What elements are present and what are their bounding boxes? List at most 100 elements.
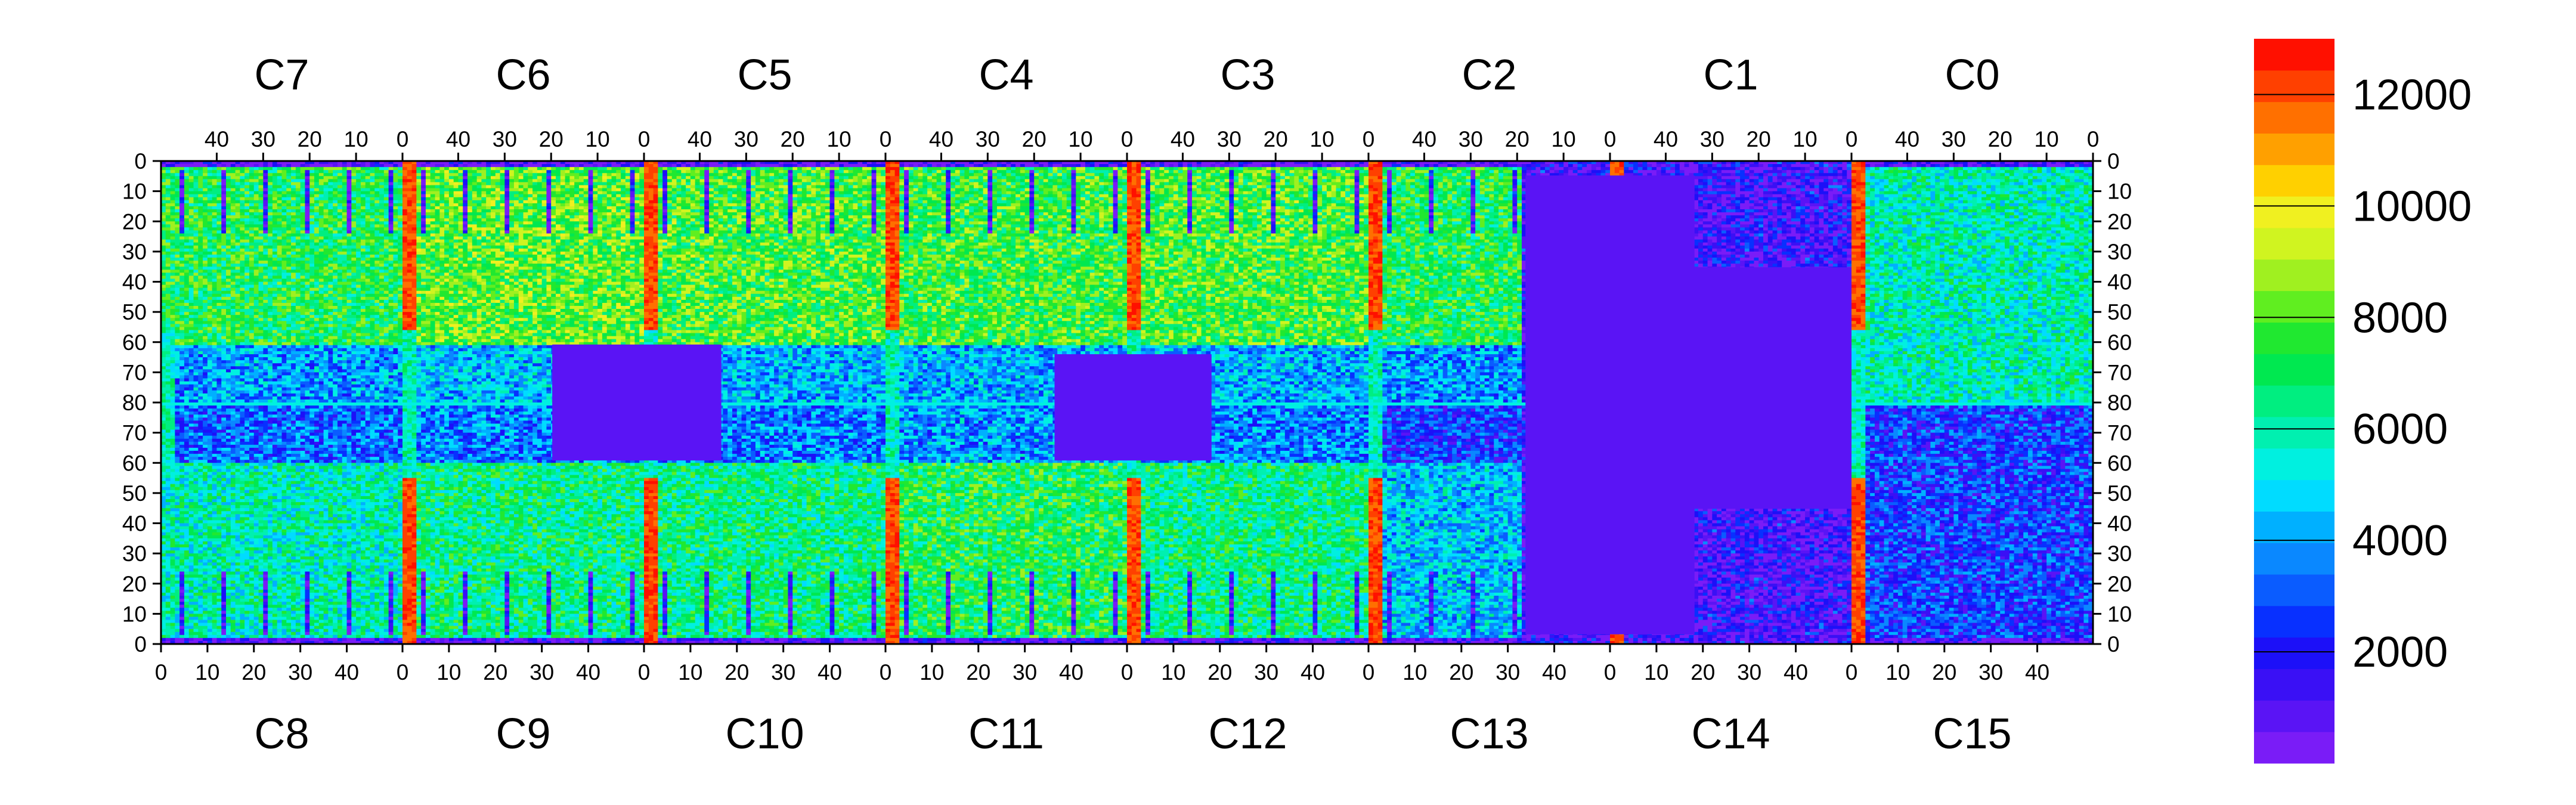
heatmap-cell xyxy=(179,632,184,636)
heatmap-cell xyxy=(198,420,203,424)
heatmap-cell xyxy=(184,176,189,179)
heatmap-cell xyxy=(208,379,212,382)
heatmap-cell xyxy=(194,312,199,315)
heatmap-cell xyxy=(212,227,217,231)
heatmap-cell xyxy=(221,173,226,177)
heatmap-cell xyxy=(179,237,184,240)
heatmap-cell xyxy=(171,285,175,289)
heatmap-cell xyxy=(184,278,189,282)
heatmap-cell xyxy=(184,354,189,358)
heatmap-cell xyxy=(198,197,203,201)
heatmap-cell xyxy=(212,209,217,213)
heatmap-cell xyxy=(175,556,179,560)
heatmap-cell xyxy=(166,530,171,533)
heatmap-cell xyxy=(194,524,199,527)
heatmap-cell xyxy=(203,200,208,204)
heatmap-cell xyxy=(203,215,208,219)
heatmap-cell xyxy=(166,333,171,337)
heatmap-cell xyxy=(221,556,226,560)
heatmap-cell xyxy=(171,442,175,445)
heatmap-cell xyxy=(212,547,217,551)
heatmap-cell xyxy=(175,420,179,424)
heatmap-cell xyxy=(175,629,179,633)
heatmap-cell xyxy=(203,575,208,578)
heatmap-cell xyxy=(203,258,208,261)
heatmap-cell xyxy=(203,267,208,270)
heatmap-cell xyxy=(175,484,179,488)
heatmap-cell xyxy=(198,252,203,255)
heatmap-cell xyxy=(221,270,226,273)
heatmap-cell xyxy=(212,550,217,554)
heatmap-cell xyxy=(221,294,226,298)
heatmap-cell xyxy=(175,584,179,587)
heatmap-cell xyxy=(179,300,184,304)
heatmap-cell xyxy=(221,321,226,324)
heatmap-cell xyxy=(184,454,189,457)
heatmap-cell xyxy=(175,363,179,367)
heatmap-cell xyxy=(216,182,221,185)
heatmap-cell xyxy=(208,581,212,584)
heatmap-cell xyxy=(221,369,226,373)
heatmap-cell xyxy=(208,405,212,409)
heatmap-cell xyxy=(171,544,175,548)
heatmap-cell xyxy=(166,596,171,599)
heatmap-cell xyxy=(216,550,221,554)
heatmap-cell xyxy=(198,215,203,219)
heatmap-cell xyxy=(208,584,212,587)
heatmap-cell xyxy=(208,559,212,563)
heatmap-cell xyxy=(198,572,203,575)
heatmap-cell xyxy=(198,457,203,460)
heatmap-cell xyxy=(171,466,175,469)
heatmap-cell xyxy=(221,357,226,361)
heatmap-cell xyxy=(198,363,203,367)
heatmap-cell xyxy=(184,451,189,454)
heatmap-cell xyxy=(171,584,175,587)
heatmap-cell xyxy=(166,237,171,240)
heatmap-cell xyxy=(179,508,184,512)
heatmap-cell xyxy=(179,635,184,639)
heatmap-cell xyxy=(189,527,194,530)
heatmap-cell xyxy=(184,572,189,575)
heatmap-cell xyxy=(194,530,199,533)
heatmap-cell xyxy=(175,303,179,306)
heatmap-cell xyxy=(198,258,203,261)
heatmap-cell xyxy=(189,360,194,364)
heatmap-cell xyxy=(171,339,175,343)
heatmap-cell xyxy=(166,388,171,391)
heatmap-cell xyxy=(221,278,226,282)
heatmap-cell xyxy=(216,517,221,521)
heatmap-cell xyxy=(212,312,217,315)
heatmap-cell xyxy=(194,342,199,346)
heatmap-cell xyxy=(194,267,199,270)
heatmap-cell xyxy=(203,527,208,530)
heatmap-cell xyxy=(179,309,184,312)
heatmap-cell xyxy=(198,249,203,252)
heatmap-cell xyxy=(179,249,184,252)
heatmap-cell xyxy=(179,430,184,434)
heatmap-cell xyxy=(166,402,171,406)
heatmap-cell xyxy=(212,617,217,620)
heatmap-cell xyxy=(171,321,175,324)
heatmap-cell xyxy=(175,590,179,593)
heatmap-cell xyxy=(166,243,171,246)
heatmap-cell xyxy=(221,327,226,330)
heatmap-cell xyxy=(171,490,175,494)
heatmap-cell xyxy=(179,499,184,503)
heatmap-cell xyxy=(212,255,217,258)
heatmap-cell xyxy=(175,439,179,442)
heatmap-cell xyxy=(166,626,171,630)
heatmap-cell xyxy=(216,572,221,575)
heatmap-cell xyxy=(216,255,221,258)
heatmap-cell xyxy=(166,466,171,469)
heatmap-cell xyxy=(175,388,179,391)
heatmap-cell xyxy=(212,402,217,406)
heatmap-cell xyxy=(203,623,208,627)
heatmap-cell xyxy=(194,330,199,334)
heatmap-cell xyxy=(212,267,217,270)
heatmap-cell xyxy=(166,345,171,349)
heatmap-cell xyxy=(194,372,199,376)
heatmap-cell xyxy=(221,448,226,451)
heatmap-cell xyxy=(179,414,184,418)
heatmap-cell xyxy=(216,442,221,445)
heatmap-cell xyxy=(208,333,212,337)
